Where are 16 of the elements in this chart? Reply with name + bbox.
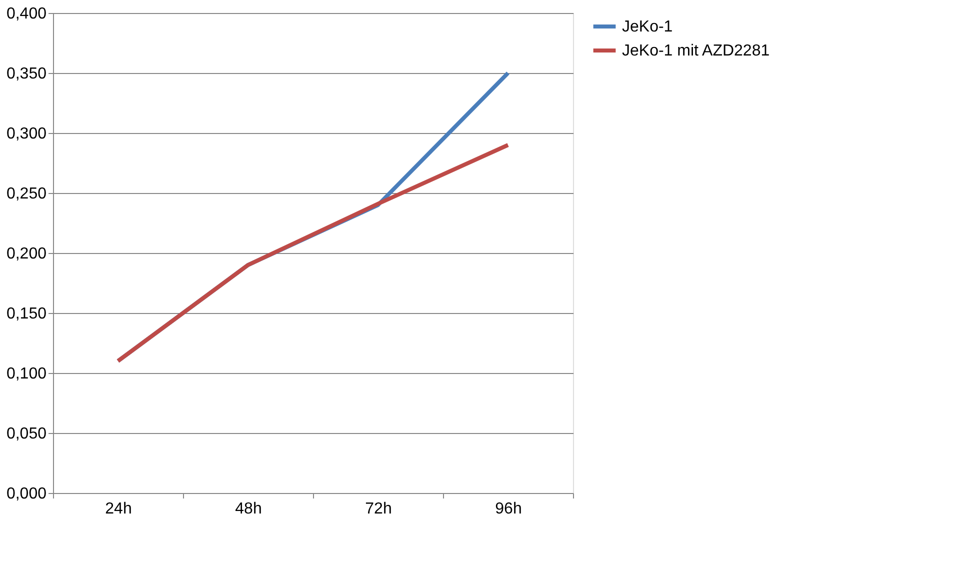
x-tick-label: 24h bbox=[105, 500, 132, 518]
y-tick-label: 0,250 bbox=[6, 186, 47, 202]
y-tick-label: 0,100 bbox=[6, 366, 47, 382]
legend-label: JeKo-1 mit AZD2281 bbox=[622, 42, 770, 60]
y-tick-label: 0,300 bbox=[6, 126, 47, 142]
legend-label: JeKo-1 bbox=[622, 18, 673, 36]
x-tick-label: 48h bbox=[235, 500, 262, 518]
line-series bbox=[116, 143, 510, 363]
x-tick-label: 72h bbox=[365, 500, 392, 518]
y-tick-label: 0,050 bbox=[6, 426, 47, 442]
y-tick-label: 0,350 bbox=[6, 66, 47, 82]
x-tick-label: 96h bbox=[495, 500, 522, 518]
y-tick-label: 0,400 bbox=[6, 6, 47, 22]
y-tick-label: 0,200 bbox=[6, 246, 47, 262]
y-tick-label: 0,000 bbox=[6, 486, 47, 502]
y-tick-label: 0,150 bbox=[6, 306, 47, 322]
